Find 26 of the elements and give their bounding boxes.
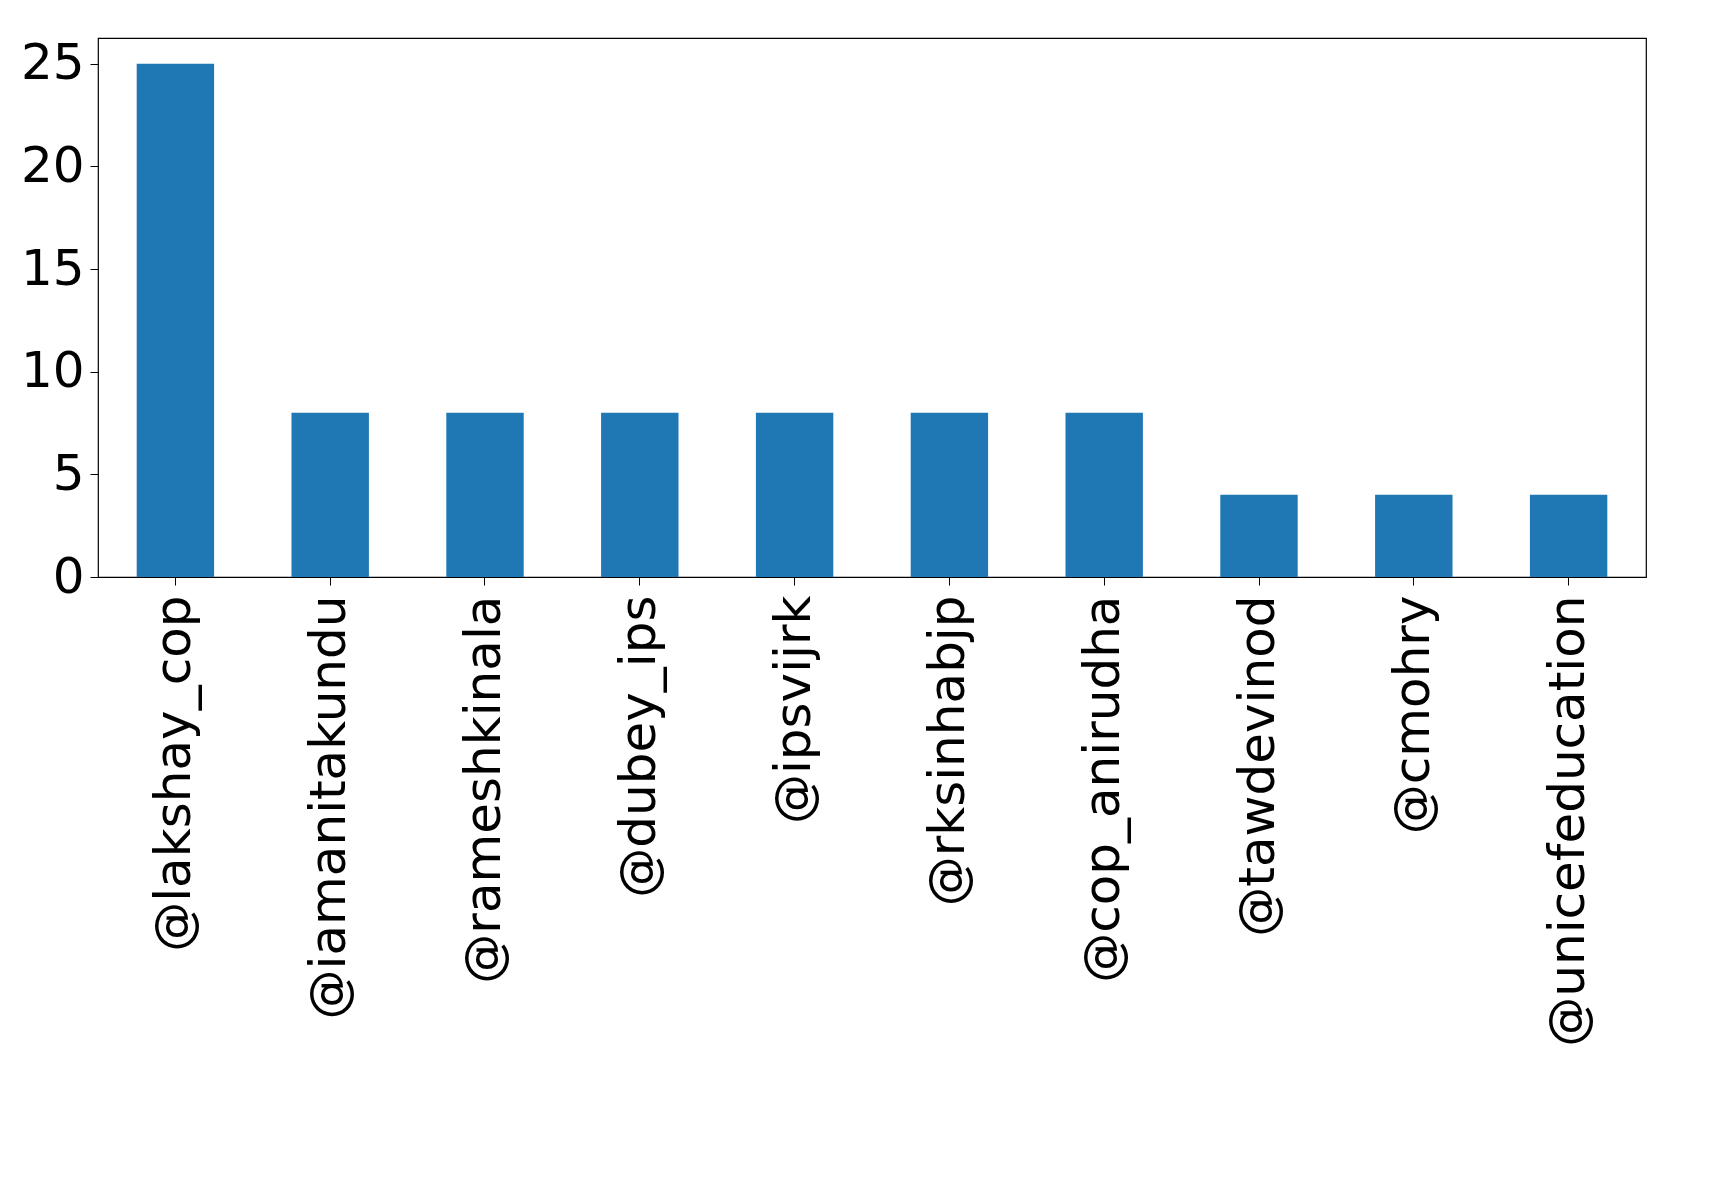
y-tick-label: 20	[20, 135, 85, 194]
x-tick-label: @iamanitakundu	[299, 595, 358, 1020]
bar	[755, 412, 834, 577]
y-tick-label: 15	[20, 238, 85, 297]
x-tick-label: @tawdevinod	[1228, 595, 1286, 937]
y-tick-label: 10	[20, 341, 85, 400]
bar	[1065, 412, 1143, 577]
x-tick-label: @rameshkinala	[454, 595, 512, 984]
bar	[601, 412, 679, 577]
x-tick-label: @lakshay_cop	[144, 595, 203, 952]
bar	[1220, 494, 1298, 577]
y-tick-label: 5	[52, 443, 85, 502]
bar	[910, 412, 989, 577]
x-tick-label: @unicefeducation	[1537, 595, 1596, 1047]
bar	[291, 412, 369, 577]
x-tick-label: @ipsvijrk	[763, 595, 822, 825]
x-tick-label: @rksinhabjp	[918, 595, 977, 907]
y-tick-label: 0	[52, 546, 85, 605]
x-tick-label: @dubey_ips	[608, 595, 667, 898]
y-tick-label: 25	[20, 33, 85, 92]
x-tick-label: @cop_anirudha	[1073, 595, 1132, 983]
bar	[1529, 494, 1608, 577]
bar	[446, 412, 524, 577]
bar	[1375, 494, 1453, 577]
bar	[136, 63, 215, 577]
x-tick-label: @cmohry	[1382, 595, 1441, 835]
